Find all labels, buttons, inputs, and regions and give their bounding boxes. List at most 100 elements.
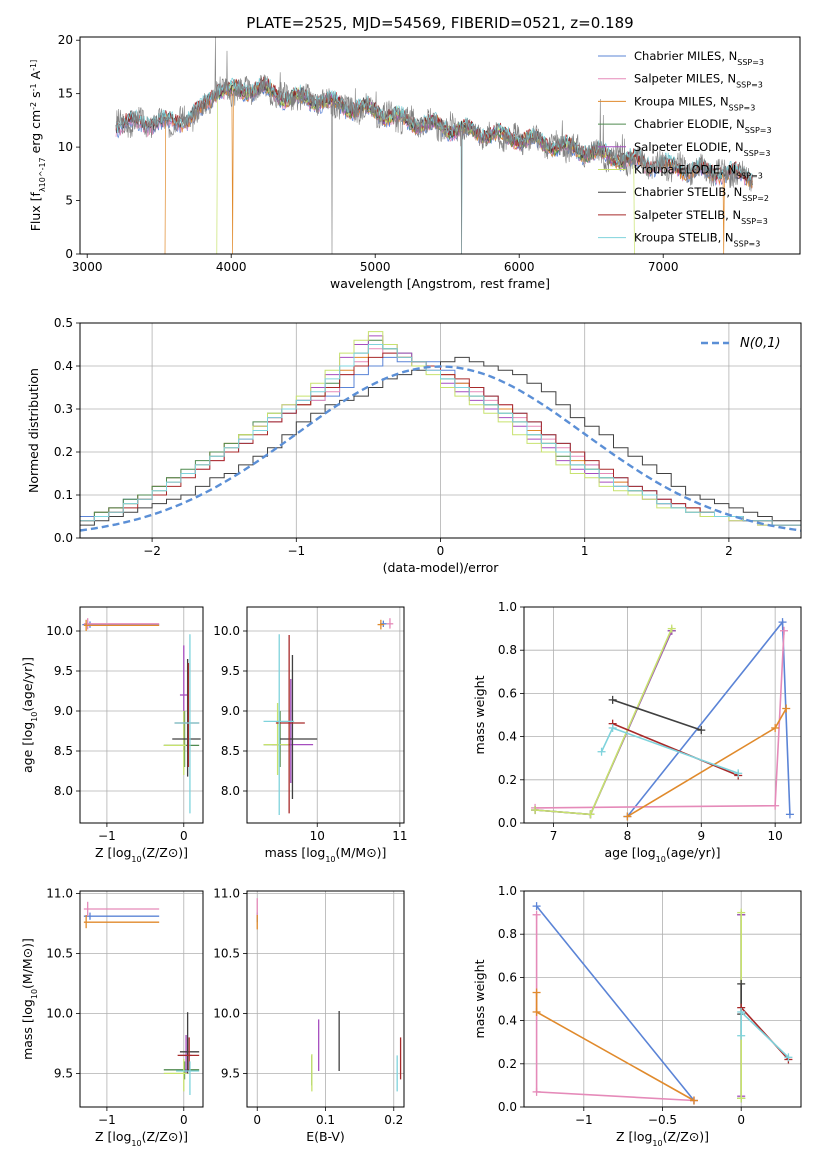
legend-label: Chabrier ELODIE, NSSP=3: [634, 117, 772, 135]
plot-area: [80, 323, 801, 538]
weight-marker-1: [780, 626, 789, 635]
axes-frame: [79, 36, 801, 255]
y-tick-label: 0.8: [498, 643, 517, 657]
errorbar-point-0: [82, 621, 160, 628]
x-tick-label: −1: [98, 829, 116, 843]
y-tick-label: 9.5: [221, 1066, 240, 1080]
chart-z-vs-mass: −1 0 9.5 10.0 10.5 11.0 Z [log10(Z/Z⊙)] mass [l…: [20, 886, 204, 1148]
x-tick-label: 0.1: [316, 1113, 335, 1127]
y-axis-label: Flux [fλ10^-17 erg cm-2 s-1 A-1]: [28, 60, 47, 232]
y-tick-label: 0.4: [498, 730, 517, 744]
weight-series-2: [535, 992, 695, 1102]
errorbar-point-0: [83, 912, 160, 920]
errorbar-point-2: [377, 619, 385, 630]
legend-label: Salpeter ELODIE, NSSP=3: [634, 140, 770, 158]
x-tick-label: 2: [725, 544, 733, 558]
y-axis-label: age [log10(age/yr)]: [20, 657, 39, 773]
y-tick-label: 0.0: [498, 1100, 517, 1114]
weight-series-7: [612, 722, 739, 777]
y-tick-label: 10.0: [46, 624, 73, 638]
spectrum-legend: Chabrier MILES, NSSP=3 Salpeter MILES, NS…: [598, 49, 772, 248]
y-tick-label: 5: [65, 194, 73, 208]
errorbar-point-5: [163, 711, 187, 775]
x-axis-label: mass [log10(M/M⊙)]: [265, 845, 387, 864]
weight-marker-8: [784, 1053, 793, 1062]
axes-frame: [523, 606, 802, 824]
y-tick-label: 9.5: [221, 664, 240, 678]
y-tick-label: 0.2: [498, 1057, 517, 1071]
x-tick-label: 0: [180, 829, 188, 843]
y-tick-label: 0.8: [498, 927, 517, 941]
hist-series-8: [80, 344, 801, 526]
y-tick-label: 0.4: [498, 1014, 517, 1028]
y-tick-label: 0.2: [498, 773, 517, 787]
x-tick-label: 1: [581, 544, 589, 558]
errorbar-point-2: [83, 915, 160, 929]
y-tick-label: 9.0: [221, 704, 240, 718]
plot-area: [247, 891, 404, 1107]
data-spectrum: [115, 37, 753, 254]
errorbar-point-7: [275, 635, 305, 814]
x-tick-label: 5000: [360, 260, 391, 274]
x-axis-label: age [log10(age/yr)]: [604, 845, 720, 864]
plot-area: [524, 891, 801, 1107]
weight-marker-5: [737, 908, 746, 917]
x-tick-label: −1: [98, 1113, 116, 1127]
plot-area: [80, 891, 203, 1107]
x-axis-label: E(B-V): [306, 1129, 345, 1144]
weight-series-1: [535, 914, 695, 1102]
errorbar-point-1: [83, 618, 160, 630]
weight-marker-0: [778, 618, 787, 627]
y-tick-label: 0.1: [54, 488, 73, 502]
y-tick-label: 10.0: [46, 1006, 73, 1020]
y-tick-label: 1.0: [498, 600, 517, 614]
weight-series-0: [626, 619, 791, 817]
y-tick-label: 0.3: [54, 402, 73, 416]
errorbar-point-6: [280, 655, 318, 799]
y-tick-label: 0.0: [498, 816, 517, 830]
x-tick-label: 0: [737, 1113, 745, 1127]
x-tick-label: 10: [310, 829, 325, 843]
y-tick-label: 9.5: [54, 664, 73, 678]
weight-marker-5: [586, 810, 595, 819]
legend-label: Kroupa ELODIE, NSSP=3: [634, 163, 763, 181]
axes-frame: [523, 890, 802, 1108]
legend-label: Salpeter STELIB, NSSP=3: [634, 208, 768, 226]
x-tick-label: −2: [143, 544, 161, 558]
errorbar-point-8: [174, 634, 200, 814]
legend-label: Kroupa MILES, NSSP=3: [634, 94, 755, 112]
legend-label: Kroupa STELIB, NSSP=3: [634, 231, 760, 249]
x-tick-label: 0: [253, 1113, 261, 1127]
chart-residuals: −2 −1 0 1 2 0.0 0.1 0.2 0.3 0.4 0.5 (data-model)/er…: [26, 316, 802, 575]
x-tick-label: 11: [392, 829, 407, 843]
y-tick-label: 11.0: [213, 886, 240, 900]
x-axis-label: Z [log10(Z/Z⊙)]: [95, 845, 188, 864]
chart-spectrum: 3000 4000 5000 6000 7000 0 5 10 15 20 wavelength […: [28, 33, 801, 291]
y-tick-label: 10.0: [213, 624, 240, 638]
x-tick-label: −1: [575, 1113, 593, 1127]
x-tick-label: 7: [550, 829, 558, 843]
y-tick-label: 15: [58, 87, 73, 101]
plot-area: [524, 607, 801, 823]
legend-label: Salpeter MILES, NSSP=3: [634, 72, 763, 90]
normal-curve: [80, 365, 801, 532]
x-tick-label: 3000: [72, 260, 103, 274]
errorbar-point-1: [386, 618, 394, 629]
x-tick-label: 0: [180, 1113, 188, 1127]
x-tick-label: 8: [624, 829, 632, 843]
errorbar-point-5: [163, 1059, 188, 1092]
weight-marker-2: [689, 1096, 698, 1105]
y-tick-label: 1.0: [498, 884, 517, 898]
x-axis-label: Z [log10(Z/Z⊙)]: [95, 1129, 188, 1148]
errorbar-point-7: [174, 663, 200, 767]
y-axis-label: Normed distribution: [26, 368, 41, 493]
weight-marker-5: [667, 624, 676, 633]
y-tick-label: 10.5: [46, 946, 73, 960]
y-tick-label: 0.6: [498, 686, 517, 700]
y-tick-label: 0.6: [498, 970, 517, 984]
x-tick-label: 6000: [504, 260, 535, 274]
y-tick-label: 10.5: [213, 946, 240, 960]
weight-marker-8: [608, 723, 617, 732]
errorbar-point-8: [176, 1061, 200, 1095]
x-tick-label: 0: [437, 544, 445, 558]
